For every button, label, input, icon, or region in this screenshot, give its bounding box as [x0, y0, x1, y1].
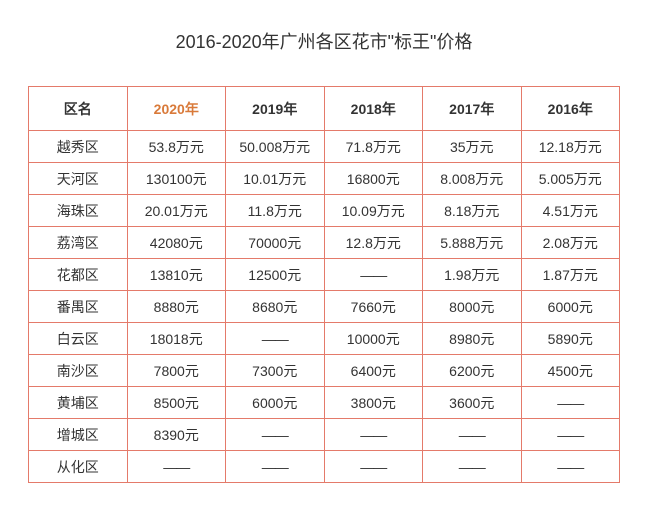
table-cell: 6200元: [423, 355, 522, 387]
table-cell: 8.18万元: [423, 195, 522, 227]
table-cell: 13810元: [127, 259, 226, 291]
table-cell: 越秀区: [29, 131, 128, 163]
table-row: 增城区8390元————————: [29, 419, 620, 451]
col-header-2020: 2020年: [127, 87, 226, 131]
table-cell: 10000元: [324, 323, 423, 355]
table-cell: 南沙区: [29, 355, 128, 387]
table-cell: 6000元: [226, 387, 325, 419]
table-cell: 黄埔区: [29, 387, 128, 419]
table-row: 白云区18018元——10000元8980元5890元: [29, 323, 620, 355]
table-cell: 增城区: [29, 419, 128, 451]
table-cell: 1.87万元: [521, 259, 620, 291]
table-cell: 50.008万元: [226, 131, 325, 163]
table-cell: ——: [324, 259, 423, 291]
table-cell: 5890元: [521, 323, 620, 355]
table-cell: 10.09万元: [324, 195, 423, 227]
price-table: 区名 2020年 2019年 2018年 2017年 2016年 越秀区53.8…: [28, 86, 620, 483]
table-cell: 8390元: [127, 419, 226, 451]
table-cell: 70000元: [226, 227, 325, 259]
table-cell: 5.005万元: [521, 163, 620, 195]
col-header-district: 区名: [29, 87, 128, 131]
table-cell: 7660元: [324, 291, 423, 323]
table-cell: ——: [521, 419, 620, 451]
table-cell: 荔湾区: [29, 227, 128, 259]
table-cell: 2.08万元: [521, 227, 620, 259]
table-cell: 11.8万元: [226, 195, 325, 227]
table-cell: 71.8万元: [324, 131, 423, 163]
table-body: 越秀区53.8万元50.008万元71.8万元35万元12.18万元天河区130…: [29, 131, 620, 483]
table-cell: 42080元: [127, 227, 226, 259]
table-header-row: 区名 2020年 2019年 2018年 2017年 2016年: [29, 87, 620, 131]
table-cell: ——: [423, 419, 522, 451]
col-header-2017: 2017年: [423, 87, 522, 131]
table-cell: 番禺区: [29, 291, 128, 323]
table-cell: ——: [324, 419, 423, 451]
table-container: 区名 2020年 2019年 2018年 2017年 2016年 越秀区53.8…: [0, 86, 648, 483]
table-row: 番禺区8880元8680元7660元8000元6000元: [29, 291, 620, 323]
table-cell: 4500元: [521, 355, 620, 387]
table-cell: 花都区: [29, 259, 128, 291]
table-cell: ——: [423, 451, 522, 483]
table-cell: 白云区: [29, 323, 128, 355]
table-cell: ——: [127, 451, 226, 483]
page-title: 2016-2020年广州各区花市"标王"价格: [0, 0, 648, 86]
col-header-2019: 2019年: [226, 87, 325, 131]
table-cell: 53.8万元: [127, 131, 226, 163]
table-cell: ——: [226, 451, 325, 483]
table-row: 花都区13810元12500元——1.98万元1.87万元: [29, 259, 620, 291]
table-row: 越秀区53.8万元50.008万元71.8万元35万元12.18万元: [29, 131, 620, 163]
table-cell: 8980元: [423, 323, 522, 355]
table-cell: 8500元: [127, 387, 226, 419]
table-cell: 8.008万元: [423, 163, 522, 195]
table-cell: 18018元: [127, 323, 226, 355]
table-cell: 5.888万元: [423, 227, 522, 259]
table-row: 荔湾区42080元70000元12.8万元5.888万元2.08万元: [29, 227, 620, 259]
table-cell: 10.01万元: [226, 163, 325, 195]
table-cell: 20.01万元: [127, 195, 226, 227]
table-row: 天河区130100元10.01万元16800元8.008万元5.005万元: [29, 163, 620, 195]
table-cell: 4.51万元: [521, 195, 620, 227]
col-header-2016: 2016年: [521, 87, 620, 131]
table-cell: ——: [521, 387, 620, 419]
table-cell: 35万元: [423, 131, 522, 163]
table-cell: 130100元: [127, 163, 226, 195]
table-cell: 6400元: [324, 355, 423, 387]
table-cell: 6000元: [521, 291, 620, 323]
table-cell: 1.98万元: [423, 259, 522, 291]
table-cell: 从化区: [29, 451, 128, 483]
table-cell: 海珠区: [29, 195, 128, 227]
col-header-2018: 2018年: [324, 87, 423, 131]
table-row: 从化区——————————: [29, 451, 620, 483]
table-cell: 12.18万元: [521, 131, 620, 163]
table-cell: 7300元: [226, 355, 325, 387]
table-cell: ——: [226, 419, 325, 451]
table-cell: 16800元: [324, 163, 423, 195]
table-cell: 8680元: [226, 291, 325, 323]
table-row: 南沙区7800元7300元6400元6200元4500元: [29, 355, 620, 387]
table-row: 黄埔区8500元6000元3800元3600元——: [29, 387, 620, 419]
table-cell: 8000元: [423, 291, 522, 323]
table-cell: 12.8万元: [324, 227, 423, 259]
table-cell: 12500元: [226, 259, 325, 291]
table-cell: 8880元: [127, 291, 226, 323]
table-cell: 3800元: [324, 387, 423, 419]
table-cell: ——: [324, 451, 423, 483]
table-cell: 3600元: [423, 387, 522, 419]
table-cell: 7800元: [127, 355, 226, 387]
table-cell: ——: [226, 323, 325, 355]
table-row: 海珠区20.01万元11.8万元10.09万元8.18万元4.51万元: [29, 195, 620, 227]
table-cell: ——: [521, 451, 620, 483]
table-cell: 天河区: [29, 163, 128, 195]
